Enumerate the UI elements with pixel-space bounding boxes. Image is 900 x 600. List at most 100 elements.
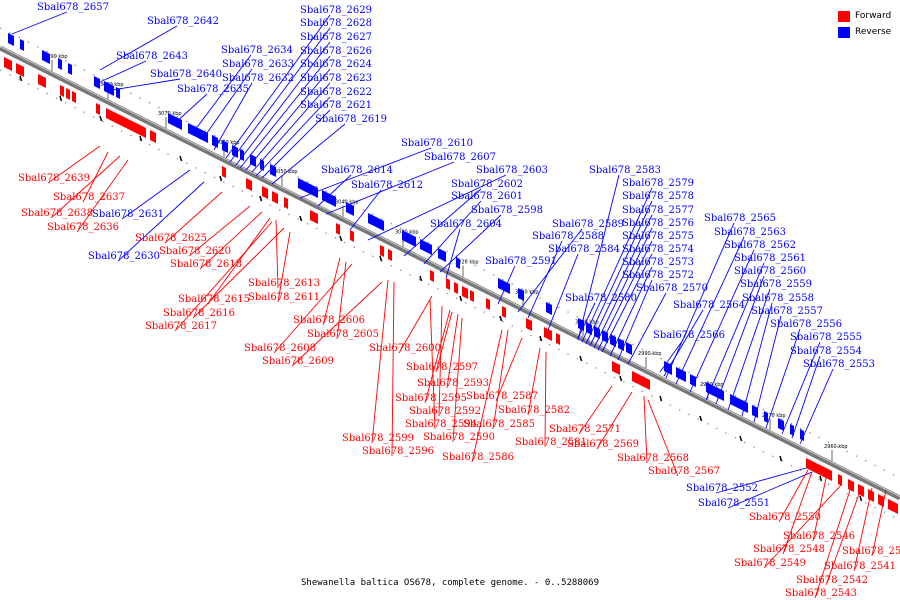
reverse-gene-arrow[interactable] bbox=[498, 278, 510, 295]
reverse-gene-label[interactable]: Sbal678_2589 bbox=[552, 219, 624, 230]
forward-gene-arrow[interactable] bbox=[284, 196, 288, 210]
forward-gene-arrow[interactable] bbox=[96, 103, 100, 116]
reverse-gene-arrow[interactable] bbox=[594, 326, 600, 340]
reverse-gene-label[interactable]: Sbal678_2601 bbox=[451, 191, 523, 202]
reverse-gene-label[interactable]: Sbal678_2553 bbox=[803, 359, 875, 370]
forward-gene-arrow[interactable] bbox=[888, 499, 898, 515]
reverse-gene-arrow[interactable] bbox=[618, 338, 624, 352]
reverse-gene-arrow[interactable] bbox=[270, 164, 276, 178]
forward-gene-label[interactable]: Sbal678_2606 bbox=[293, 315, 365, 326]
reverse-gene-arrow[interactable] bbox=[706, 382, 718, 399]
reverse-gene-label[interactable]: Sbal678_2630 bbox=[88, 251, 160, 262]
forward-gene-arrow[interactable] bbox=[222, 166, 226, 179]
reverse-gene-label[interactable]: Sbal678_2551 bbox=[698, 498, 770, 509]
forward-gene-arrow[interactable] bbox=[502, 306, 506, 319]
forward-gene-arrow[interactable] bbox=[16, 62, 24, 78]
forward-gene-label[interactable]: Sbal678_2599 bbox=[342, 433, 414, 444]
forward-gene-label[interactable]: Sbal678_2638 bbox=[21, 208, 93, 219]
forward-gene-arrow[interactable] bbox=[612, 361, 620, 376]
reverse-gene-label[interactable]: Sbal678_2633 bbox=[222, 59, 294, 70]
forward-gene-arrow[interactable] bbox=[486, 297, 490, 311]
forward-gene-arrow[interactable] bbox=[454, 281, 458, 295]
reverse-gene-arrow[interactable] bbox=[68, 62, 72, 76]
forward-gene-label[interactable]: Sbal678_2543 bbox=[785, 588, 857, 599]
forward-gene-label[interactable]: Sbal678_2582 bbox=[498, 405, 570, 416]
reverse-gene-arrow[interactable] bbox=[676, 367, 686, 383]
reverse-gene-label[interactable]: Sbal678_2610 bbox=[401, 138, 473, 149]
forward-gene-label[interactable]: Sbal678_2615 bbox=[178, 294, 250, 305]
reverse-gene-arrow[interactable] bbox=[212, 135, 218, 149]
reverse-gene-arrow[interactable] bbox=[626, 341, 632, 356]
reverse-gene-arrow[interactable] bbox=[778, 418, 784, 432]
reverse-gene-label[interactable]: Sbal678_2624 bbox=[300, 59, 372, 70]
forward-gene-arrow[interactable] bbox=[632, 371, 646, 389]
reverse-gene-label[interactable]: Sbal678_2612 bbox=[351, 180, 423, 191]
forward-gene-arrow[interactable] bbox=[310, 210, 318, 225]
forward-gene-label[interactable]: Sbal678_2549 bbox=[734, 558, 806, 569]
reverse-gene-arrow[interactable] bbox=[58, 57, 62, 71]
forward-gene-arrow[interactable] bbox=[150, 130, 156, 144]
forward-gene-label[interactable]: Sbal678_2571 bbox=[549, 424, 621, 435]
reverse-gene-label[interactable]: Sbal678_2643 bbox=[116, 51, 188, 62]
forward-gene-label[interactable]: Sbal678_2617 bbox=[145, 321, 217, 332]
reverse-gene-arrow[interactable] bbox=[402, 230, 416, 248]
reverse-gene-label[interactable]: Sbal678_2604 bbox=[430, 219, 502, 230]
reverse-gene-arrow[interactable] bbox=[168, 112, 178, 129]
reverse-gene-label[interactable]: Sbal678_2628 bbox=[300, 18, 372, 29]
reverse-gene-label[interactable]: Sbal678_2560 bbox=[734, 266, 806, 277]
forward-gene-arrow[interactable] bbox=[470, 289, 474, 303]
forward-gene-label[interactable]: Sbal678_2616 bbox=[163, 308, 235, 319]
forward-gene-arrow[interactable] bbox=[544, 326, 552, 342]
reverse-gene-label[interactable]: Sbal678_2598 bbox=[471, 205, 543, 216]
forward-gene-arrow[interactable] bbox=[106, 108, 124, 128]
reverse-gene-label[interactable]: Sbal678_2574 bbox=[622, 244, 694, 255]
reverse-gene-arrow[interactable] bbox=[690, 374, 696, 388]
reverse-gene-label[interactable]: Sbal678_2657 bbox=[37, 2, 109, 13]
forward-gene-label[interactable]: Sbal678_2596 bbox=[362, 446, 434, 457]
reverse-gene-arrow[interactable] bbox=[438, 247, 446, 263]
forward-gene-arrow[interactable] bbox=[822, 466, 832, 482]
forward-gene-label[interactable]: Sbal678_2613 bbox=[248, 278, 320, 289]
forward-gene-label[interactable]: Sbal678_2600 bbox=[369, 343, 441, 354]
forward-gene-arrow[interactable] bbox=[838, 473, 842, 487]
reverse-gene-label[interactable]: Sbal678_2559 bbox=[740, 279, 812, 290]
forward-gene-arrow[interactable] bbox=[526, 318, 532, 332]
forward-gene-label[interactable]: Sbal678_2611 bbox=[248, 292, 320, 303]
reverse-gene-label[interactable]: Sbal678_2602 bbox=[451, 179, 523, 190]
forward-gene-arrow[interactable] bbox=[556, 332, 560, 346]
forward-gene-label[interactable]: Sbal678_2540 bbox=[842, 546, 900, 557]
reverse-gene-label[interactable]: Sbal678_2642 bbox=[147, 16, 219, 27]
reverse-gene-arrow[interactable] bbox=[752, 405, 758, 419]
reverse-gene-label[interactable]: Sbal678_2578 bbox=[622, 191, 694, 202]
reverse-gene-label[interactable]: Sbal678_2552 bbox=[686, 483, 758, 494]
forward-gene-arrow[interactable] bbox=[350, 229, 354, 243]
reverse-gene-arrow[interactable] bbox=[116, 86, 120, 100]
reverse-gene-label[interactable]: Sbal678_2623 bbox=[300, 73, 372, 84]
reverse-gene-arrow[interactable] bbox=[740, 399, 748, 414]
forward-gene-label[interactable]: Sbal678_2587 bbox=[466, 391, 538, 402]
reverse-gene-arrow[interactable] bbox=[42, 50, 50, 65]
reverse-gene-label[interactable]: Sbal678_2570 bbox=[636, 283, 708, 294]
reverse-gene-label[interactable]: Sbal678_2627 bbox=[300, 32, 372, 43]
reverse-gene-label[interactable]: Sbal678_2632 bbox=[222, 73, 294, 84]
reverse-gene-label[interactable]: Sbal678_2558 bbox=[742, 293, 814, 304]
forward-gene-label[interactable]: Sbal678_2568 bbox=[617, 453, 689, 464]
forward-gene-label[interactable]: Sbal678_2636 bbox=[47, 222, 119, 233]
forward-gene-label[interactable]: Sbal678_2592 bbox=[409, 406, 481, 417]
forward-gene-label[interactable]: Sbal678_2585 bbox=[463, 419, 535, 430]
reverse-gene-arrow[interactable] bbox=[518, 287, 524, 302]
reverse-gene-arrow[interactable] bbox=[790, 424, 794, 437]
forward-gene-label[interactable]: Sbal678_2605 bbox=[307, 329, 379, 340]
forward-gene-arrow[interactable] bbox=[262, 186, 268, 200]
reverse-gene-label[interactable]: Sbal678_2561 bbox=[734, 253, 806, 264]
reverse-gene-arrow[interactable] bbox=[764, 410, 768, 424]
forward-gene-label[interactable]: Sbal678_2609 bbox=[262, 356, 334, 367]
reverse-gene-arrow[interactable] bbox=[456, 257, 460, 270]
reverse-gene-label[interactable]: Sbal678_2584 bbox=[548, 244, 620, 255]
forward-gene-label[interactable]: Sbal678_2595 bbox=[395, 393, 467, 404]
reverse-gene-label[interactable]: Sbal678_2626 bbox=[300, 46, 372, 57]
forward-gene-arrow[interactable] bbox=[272, 190, 278, 205]
forward-gene-label[interactable]: Sbal678_2542 bbox=[796, 575, 868, 586]
forward-gene-arrow[interactable] bbox=[140, 125, 146, 139]
reverse-gene-label[interactable]: Sbal678_2640 bbox=[150, 69, 222, 80]
